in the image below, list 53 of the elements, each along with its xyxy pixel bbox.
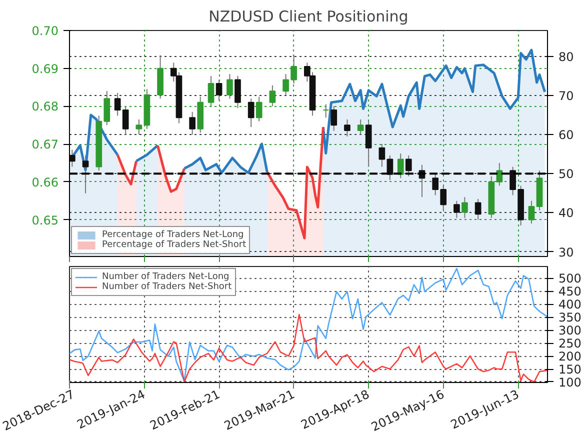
y-tick-label: 0.67 — [32, 138, 58, 152]
candlestick — [386, 154, 394, 181]
legend-label: Number of Traders Net-Long — [102, 272, 230, 282]
y-tick-label: 0.70 — [32, 24, 58, 38]
candlestick — [248, 98, 254, 128]
y2-tick-label: 70 — [558, 88, 574, 103]
candlestick — [322, 104, 330, 118]
legend-label: Percentage of Traders Net-Short — [102, 240, 246, 250]
candlestick — [496, 162, 503, 186]
y-tick-label: 300 — [558, 324, 582, 338]
candlestick — [454, 200, 460, 218]
y-tick-label: 250 — [558, 336, 582, 351]
candlestick — [234, 75, 241, 109]
y-tick-label: 350 — [558, 310, 582, 325]
y2-tick-label: 50 — [558, 167, 574, 182]
candlestick — [82, 154, 89, 194]
series-label: Percentage of Traders Net-Long — [102, 230, 244, 240]
y2-tick-label: 80 — [558, 50, 574, 64]
y2-tick-label: 40 — [558, 206, 574, 220]
candlestick — [122, 106, 129, 136]
candlestick — [405, 154, 412, 177]
y-tick-label: 100 — [558, 375, 582, 390]
candlestick — [269, 84, 276, 107]
candlestick — [114, 92, 121, 116]
candlestick — [357, 118, 364, 136]
candlestick — [330, 106, 338, 132]
y-tick-label: 450 — [558, 284, 582, 299]
y-tick-label: 500 — [558, 272, 582, 286]
y2-tick-label: 60 — [558, 128, 574, 142]
y-tick-label: 150 — [558, 362, 582, 377]
candlestick — [474, 198, 482, 220]
candlestick — [510, 166, 516, 196]
y-tick-label: 0.65 — [32, 213, 58, 228]
y-tick-label: 0.69 — [32, 62, 58, 76]
candlestick — [365, 120, 372, 168]
candlestick — [136, 118, 142, 136]
candlestick — [344, 118, 350, 137]
candlestick — [208, 75, 214, 107]
candlestick — [397, 153, 404, 179]
chart-title: NZDUSD Client Positioning — [208, 8, 408, 26]
y-tick-label: 400 — [558, 298, 582, 312]
y2-tick-label: 30 — [558, 245, 574, 260]
legend-label: Number of Traders Net-Short — [102, 282, 232, 292]
candlestick — [226, 74, 233, 100]
line-series — [70, 268, 548, 382]
y-tick-label: 0.66 — [32, 175, 58, 190]
candlestick — [216, 79, 222, 102]
y-tick-label: 200 — [558, 350, 582, 364]
candlestick — [378, 144, 386, 168]
candlestick — [256, 96, 262, 122]
candlestick — [70, 149, 76, 168]
candlestick — [189, 111, 196, 136]
y-tick-label: 0.68 — [32, 100, 58, 114]
